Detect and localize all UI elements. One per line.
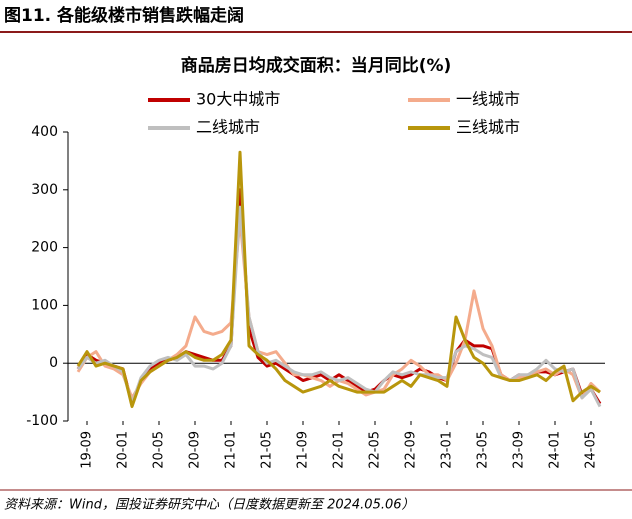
legend-label: 三线城市	[456, 118, 520, 137]
legend-label: 二线城市	[196, 118, 260, 137]
x-tick-label: 23-01	[440, 431, 455, 469]
series-line	[76, 217, 602, 400]
series-line	[76, 150, 601, 409]
y-tick-label: -100	[26, 413, 58, 429]
legend-label: 一线城市	[456, 90, 520, 109]
chart-title: 商品房日均成交面积：当月同比(%)	[181, 55, 452, 76]
x-tick-label: 23-05	[476, 431, 491, 469]
x-tick-label: 22-05	[368, 431, 383, 469]
x-tick-label: 21-09	[296, 431, 311, 469]
y-tick-label: 200	[31, 240, 58, 256]
series-line	[76, 205, 602, 408]
source: 资料来源：Wind，国投证券研究中心（日度数据更新至 2024.05.06）	[4, 497, 415, 513]
x-tick-label: 22-01	[332, 431, 347, 469]
x-tick-label: 20-01	[116, 431, 131, 469]
x-tick-label: 20-05	[152, 431, 167, 469]
x-tick-label: 21-05	[260, 431, 275, 469]
legend-label: 30大中城市	[196, 90, 280, 109]
x-tick-label: 20-09	[188, 431, 203, 469]
x-tick-label: 24-01	[548, 431, 563, 469]
x-tick-label: 24-05	[584, 431, 599, 469]
y-tick-label: 400	[31, 124, 58, 140]
y-tick-label: 0	[49, 355, 58, 371]
series-line	[76, 188, 602, 406]
y-tick-label: 100	[31, 297, 58, 313]
y-tick-label: 300	[31, 182, 58, 198]
x-tick-label: 21-01	[224, 431, 239, 469]
x-tick-label: 23-09	[512, 431, 527, 469]
page-title: 图11. 各能级楼市销售跌幅走阔	[4, 5, 244, 26]
x-tick-label: 22-09	[404, 431, 419, 469]
x-tick-label: 19-09	[80, 431, 95, 469]
